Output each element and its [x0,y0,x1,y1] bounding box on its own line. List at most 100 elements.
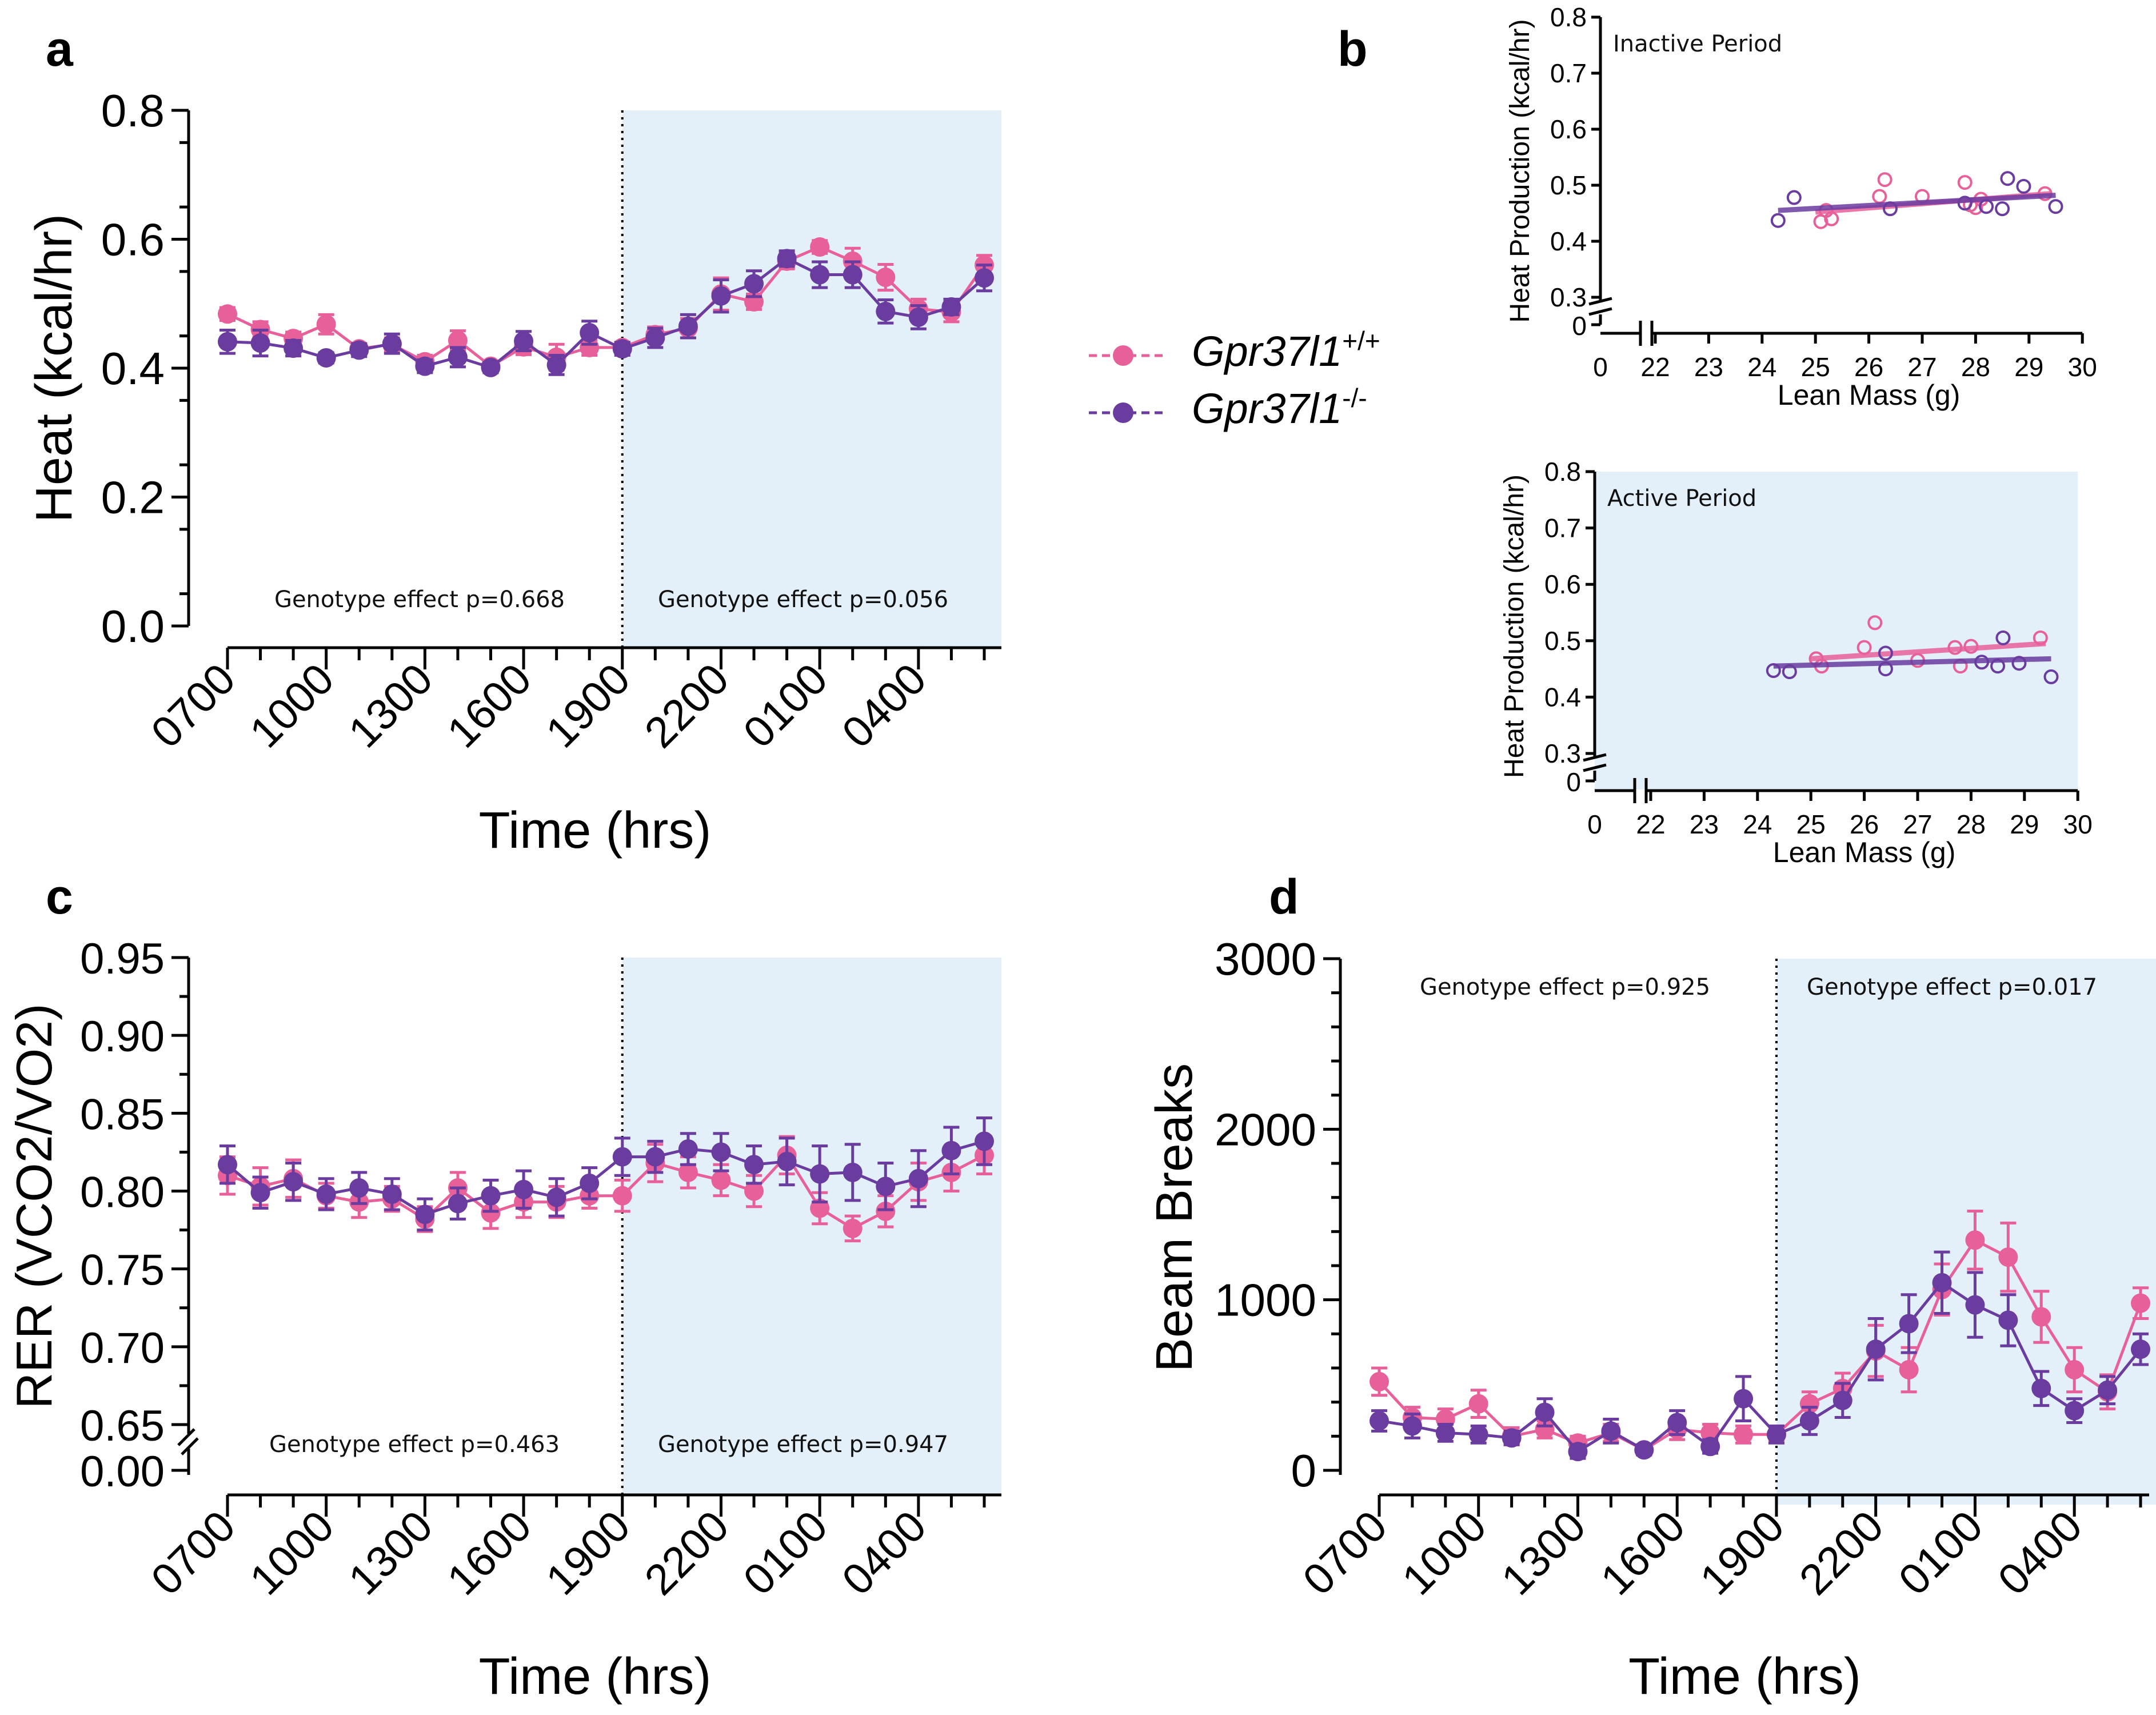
data-point-ko [941,1140,961,1160]
genotype-effect-annotation: Genotype effect p=0.925 [1420,974,1710,1000]
y-tick-label: 0.3 [1550,282,1587,312]
data-point-ko [284,338,304,358]
data-point-ko [415,356,435,376]
axis-break-mark [1588,307,1612,316]
y-tick-label: 0.8 [1544,457,1581,486]
data-point-ko [448,1194,468,1214]
panel-a-heat-chart: 0.00.20.40.60.80700100013001600190022000… [26,85,1001,859]
genotype-effect-annotation: Genotype effect p=0.017 [1807,974,2097,1000]
data-point-ko [250,1183,270,1203]
x-tick-label: 1600 [438,655,541,757]
scatter-point-ko [1766,663,1781,679]
data-point-ko [316,348,336,368]
data-point-ko [1667,1413,1687,1433]
data-point-wt [481,1203,501,1223]
dark-phase-shading [1776,959,2156,1505]
genotype-effect-annotation: Genotype effect p=0.947 [658,1431,948,1458]
data-point-ko [546,355,566,375]
data-point-ko [612,1147,632,1167]
period-title: Active Period [1607,485,1756,512]
x-tick-label: 1300 [340,655,442,757]
y-tick-label: 0.7 [1544,513,1581,543]
legend-wt-marker [1113,345,1133,366]
data-point-ko [975,268,994,288]
data-point-ko [2098,1380,2118,1400]
data-point-ko [250,333,270,353]
y-tick-label: 0.80 [80,1168,165,1217]
data-point-ko [1535,1402,1555,1422]
scatter-point-ko [1786,190,1802,205]
data-point-ko [349,340,369,360]
genotype-effect-annotation: Genotype effect p=0.056 [658,587,948,613]
data-point-ko [1435,1423,1455,1443]
data-point-ko [1370,1411,1389,1431]
x-tick-label: 1000 [241,655,344,757]
panel-label-b: b [1337,22,1368,77]
y-tick-label: 0.4 [101,343,165,394]
genotype-effect-annotation: Genotype effect p=0.463 [269,1431,560,1458]
data-point-ko [546,1187,566,1207]
data-point-ko [218,1155,237,1175]
data-point-ko [284,1172,304,1192]
legend-item-wt: Gpr37l1+/+ [1089,326,1380,375]
data-point-wt [1998,1247,2018,1267]
legend-item-ko: Gpr37l1-/- [1089,383,1367,432]
scatter-point-wt [1963,639,1979,654]
data-point-ko [2031,1378,2051,1398]
y-tick-label: 0.8 [101,85,165,136]
scatter-point-ko [2043,669,2059,684]
y-tick-label: 3000 [1215,934,1316,984]
data-point-ko [514,1179,534,1199]
y-tick-label: 0.6 [1550,114,1587,144]
data-point-wt [1734,1425,1754,1445]
data-point-ko [810,1164,830,1184]
genotype-effect-annotation: Genotype effect p=0.668 [274,587,565,613]
data-point-ko [843,1162,863,1182]
x-tick-label: 29 [2014,352,2043,382]
x-tick-label: 22 [1636,809,1665,839]
dark-phase-shading [1595,472,2078,789]
x-tick-label: 2200 [636,1502,738,1605]
x-tick-label: 1600 [438,1502,541,1605]
panel-label-a: a [46,22,74,77]
y-tick-label: 0.90 [80,1012,165,1061]
data-point-wt [218,304,237,324]
data-point-wt [2131,1293,2150,1313]
data-point-wt [1799,1394,1819,1414]
x-tick-label: 30 [2068,352,2097,382]
regression-line-ko [1778,193,2056,213]
period-title: Inactive Period [1613,31,1782,57]
data-point-wt [711,1170,731,1190]
data-point-ko [1965,1295,1985,1315]
x-tick-label: 0700 [1293,1502,1396,1605]
y-tick-label: 0.6 [1544,569,1581,599]
data-point-ko [777,1151,797,1171]
x-tick-label: 28 [1957,809,1986,839]
y-axis-title: Heat Production (kcal/hr) [1505,19,1535,323]
x-axis-title: Time (hrs) [1628,1648,1861,1705]
x-tick-label: 1900 [1691,1502,1794,1605]
y-tick-label: 0 [1572,311,1587,341]
x-tick-label: 24 [1743,809,1772,839]
data-point-ko [1799,1411,1819,1431]
scatter-point-wt [1824,211,1839,226]
x-axis-title: Time (hrs) [479,1648,712,1705]
data-point-ko [744,1155,764,1175]
data-point-wt [612,1186,632,1206]
data-point-wt [316,314,336,334]
scatter-point-wt [1877,172,1893,188]
data-point-ko [481,1186,501,1206]
x-tick-label: 2200 [636,655,738,757]
data-point-ko [876,1176,896,1196]
x-axis-title: Time (hrs) [479,802,712,859]
scatter-point-wt [1957,175,1973,190]
data-point-ko [1700,1437,1720,1457]
data-point-ko [1998,1310,2018,1330]
data-point-ko [580,322,600,342]
data-point-ko [1899,1314,1919,1334]
data-point-ko [876,301,896,321]
data-point-ko [711,286,731,306]
scatter-point-ko [2000,171,2015,186]
data-point-ko [1766,1425,1786,1445]
